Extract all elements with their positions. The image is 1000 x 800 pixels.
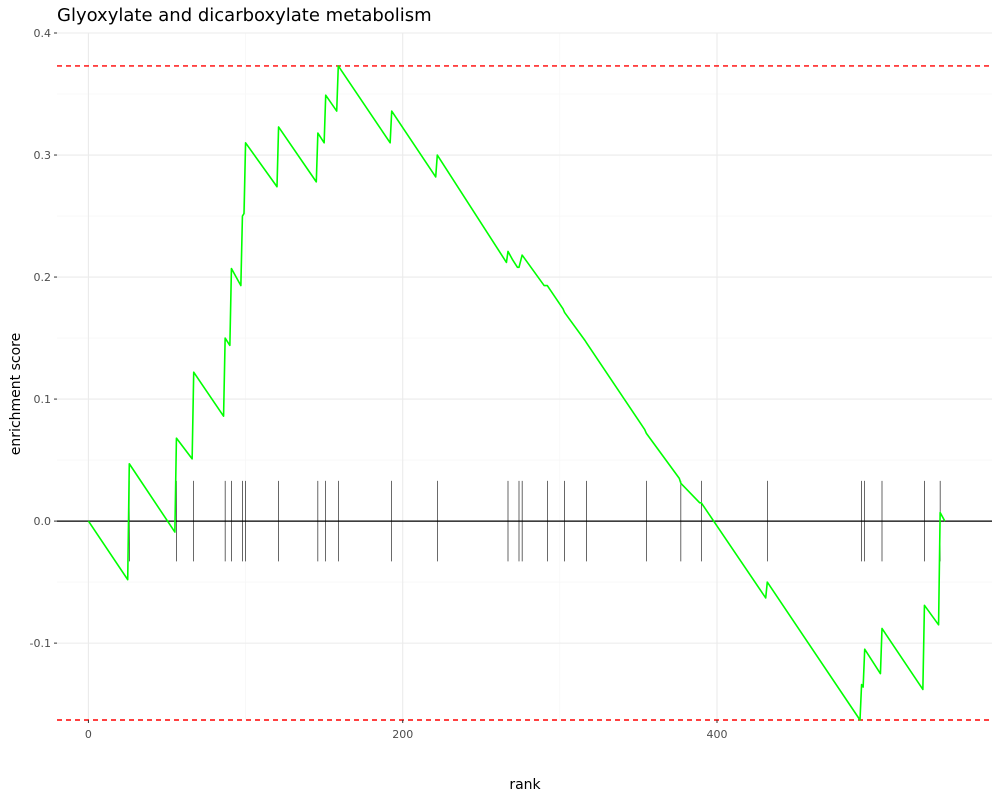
- y-tick-label: 0.3: [34, 149, 52, 162]
- chart-title: Glyoxylate and dicarboxylate metabolism: [57, 5, 432, 26]
- y-tick-label: 0.0: [34, 515, 52, 528]
- y-tick-label: -0.1: [30, 637, 51, 650]
- x-axis: 0 200 400: [85, 720, 728, 741]
- y-tick-label: 0.2: [34, 271, 52, 284]
- y-axis-title: enrichment score: [8, 333, 24, 455]
- reference-lines: [57, 65, 992, 721]
- x-tick-label: 200: [392, 728, 413, 741]
- x-axis-title: rank: [509, 777, 541, 793]
- y-axis: -0.1 0.0 0.1 0.2 0.3 0.4: [30, 27, 57, 650]
- y-tick-label: 0.4: [34, 27, 52, 40]
- x-tick-label: 0: [85, 728, 92, 741]
- grid: [57, 32, 992, 720]
- y-tick-label: 0.1: [34, 393, 52, 406]
- x-tick-label: 400: [707, 728, 728, 741]
- hit-markers: [128, 480, 941, 562]
- series-lines: [87, 65, 946, 721]
- running-enrichment-score-line: [87, 65, 946, 721]
